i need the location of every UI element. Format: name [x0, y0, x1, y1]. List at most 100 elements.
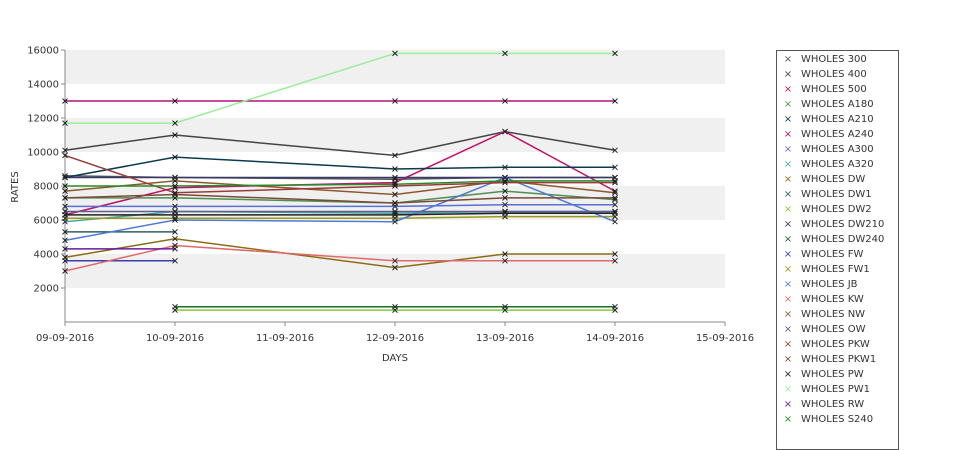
- y-tick-label: 16000: [27, 46, 59, 57]
- data-point: [62, 212, 68, 218]
- legend-item: × WHOLES KW: [781, 292, 864, 307]
- legend-item: × WHOLES PKW1: [781, 352, 876, 367]
- legend-item: × WHOLES 400: [781, 67, 867, 82]
- data-point: [62, 152, 68, 159]
- data-point: [172, 303, 178, 310]
- data-point: [172, 184, 178, 191]
- data-point: [612, 251, 618, 257]
- data-point: [172, 229, 178, 235]
- data-point: [392, 174, 398, 181]
- data-point: [502, 201, 508, 208]
- legend-marker-icon: ×: [783, 53, 793, 65]
- data-point: [172, 257, 178, 264]
- data-point: [62, 174, 68, 181]
- data-point: [612, 188, 618, 194]
- legend-item: × WHOLES NW: [781, 307, 865, 322]
- legend-marker-icon: ×: [783, 248, 793, 260]
- y-tick-label: 10000: [27, 148, 59, 159]
- legend-label: WHOLES A180: [801, 99, 874, 110]
- data-point: [612, 147, 618, 154]
- data-point: [502, 178, 508, 184]
- data-point: [392, 257, 398, 264]
- y-tick-label: 6000: [34, 216, 59, 227]
- data-point: [62, 237, 68, 244]
- legend-label: WHOLES PW1: [801, 384, 870, 395]
- grid-band: [65, 50, 725, 84]
- legend-item: × WHOLES FW: [781, 247, 864, 262]
- legend-label: WHOLES DW2: [801, 204, 872, 215]
- legend-item: × WHOLES DW: [781, 172, 866, 187]
- data-point: [62, 246, 68, 252]
- data-point: [612, 195, 618, 201]
- data-point: [612, 178, 618, 184]
- legend-item: × WHOLES PW: [781, 367, 864, 382]
- legend-item: × WHOLES FW1: [781, 262, 870, 277]
- data-point: [612, 50, 618, 57]
- data-point: [392, 303, 398, 310]
- data-point: [172, 246, 178, 252]
- legend-marker-icon: ×: [783, 143, 793, 155]
- data-point: [612, 210, 618, 217]
- x-tick-label: 10-09-2016: [146, 333, 204, 344]
- legend-marker-icon: ×: [783, 113, 793, 125]
- data-point: [612, 164, 618, 171]
- legend-label: WHOLES A240: [801, 129, 874, 140]
- data-point: [612, 208, 618, 215]
- chart-legend: × WHOLES 300 × WHOLES 400 × WHOLES 500 × WHOLES…: [776, 50, 899, 450]
- data-point: [62, 195, 68, 201]
- data-point: [172, 191, 178, 198]
- data-point: [392, 212, 398, 218]
- legend-marker-icon: ×: [783, 308, 793, 320]
- legend-item: × WHOLES DW210: [781, 217, 885, 232]
- data-point: [392, 50, 398, 57]
- data-point: [62, 257, 68, 264]
- data-point: [612, 179, 618, 186]
- data-point: [392, 98, 398, 104]
- y-tick-label: 2000: [34, 284, 59, 295]
- legend-item: × WHOLES DW2: [781, 202, 872, 217]
- legend-marker-icon: ×: [783, 338, 793, 350]
- y-tick-label: 14000: [27, 80, 59, 91]
- data-point: [62, 172, 68, 179]
- legend-label: WHOLES 300: [801, 54, 867, 65]
- legend-marker-icon: ×: [783, 158, 793, 170]
- series-points: [62, 50, 618, 313]
- data-point: [612, 189, 618, 196]
- data-point: [502, 208, 508, 215]
- data-point: [392, 218, 398, 225]
- data-point: [392, 183, 398, 189]
- data-point: [502, 210, 508, 217]
- legend-item: × WHOLES OW: [781, 322, 866, 337]
- data-point: [612, 257, 618, 264]
- data-point: [172, 178, 178, 184]
- x-axis-title: DAYS: [382, 353, 408, 364]
- legend-marker-icon: ×: [783, 323, 793, 335]
- data-point: [62, 183, 68, 189]
- data-point: [172, 98, 178, 104]
- data-point: [392, 181, 398, 188]
- legend-label: WHOLES 500: [801, 84, 867, 95]
- legend-label: WHOLES PKW: [801, 339, 870, 350]
- data-point: [502, 188, 508, 194]
- data-point: [172, 217, 178, 223]
- legend-item: × WHOLES 500: [781, 82, 867, 97]
- legend-marker-icon: ×: [783, 233, 793, 245]
- legend-label: WHOLES DW210: [801, 219, 885, 230]
- data-point: [392, 200, 398, 206]
- legend-marker-icon: ×: [783, 188, 793, 200]
- data-point: [502, 164, 508, 171]
- legend-marker-icon: ×: [783, 68, 793, 80]
- legend-label: WHOLES JB: [801, 279, 858, 290]
- legend-marker-icon: ×: [783, 353, 793, 365]
- legend-marker-icon: ×: [783, 203, 793, 215]
- data-point: [172, 189, 178, 196]
- x-tick-label: 09-09-2016: [36, 333, 94, 344]
- data-point: [392, 264, 398, 271]
- legend-label: WHOLES PKW1: [801, 354, 877, 365]
- legend-label: WHOLES PW: [801, 369, 864, 380]
- legend-label: WHOLES OW: [801, 324, 866, 335]
- legend-item: × WHOLES A240: [781, 127, 874, 142]
- data-point: [62, 147, 68, 154]
- data-point: [392, 210, 398, 217]
- data-point: [612, 303, 618, 310]
